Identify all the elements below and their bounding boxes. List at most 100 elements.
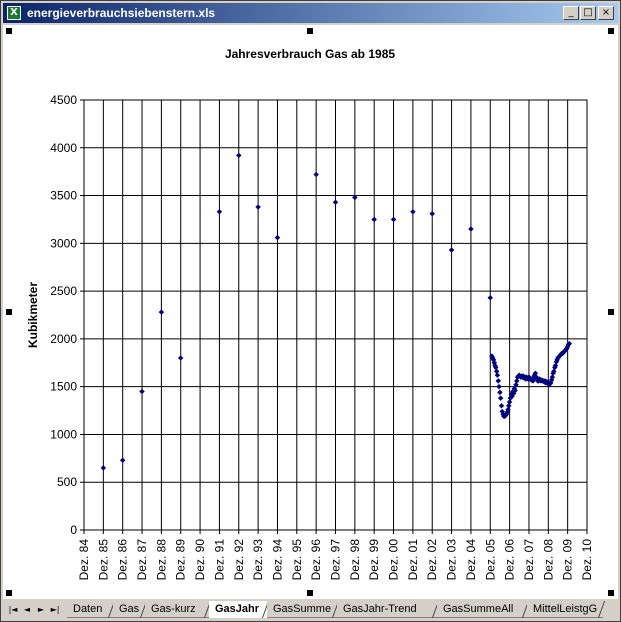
data-point[interactable] [390, 216, 397, 223]
first-sheet-button[interactable]: |◄ [8, 605, 18, 614]
data-point[interactable] [506, 403, 512, 409]
excel-icon[interactable]: X [7, 6, 21, 20]
y-tick-label: 3500 [50, 189, 77, 203]
y-tick-label: 3000 [50, 236, 77, 250]
sheet-tab-gas[interactable]: Gas [113, 601, 145, 618]
x-tick-label: Dez. 07 [522, 539, 536, 581]
x-tick-label: Dez. 96 [309, 539, 323, 581]
chart[interactable]: Jahresverbrauch Gas ab 1985 Kubikmeter 0… [3, 25, 618, 599]
maximize-button[interactable]: □ [580, 6, 596, 20]
data-point[interactable] [514, 378, 520, 384]
x-tick-label: Dez. 08 [541, 539, 555, 581]
chart-sheet[interactable]: Jahresverbrauch Gas ab 1985 Kubikmeter 0… [3, 25, 618, 599]
data-point[interactable] [513, 382, 519, 388]
data-point[interactable] [371, 216, 377, 223]
data-point[interactable] [496, 383, 502, 390]
sheet-tab-mittelleistgg[interactable]: MittelLeistgG [527, 601, 603, 618]
y-tick-label: 1500 [50, 380, 77, 394]
data-point[interactable] [177, 355, 184, 361]
data-point[interactable] [497, 389, 503, 396]
x-tick-label: Dez. 98 [348, 539, 362, 581]
data-point[interactable] [119, 457, 126, 463]
x-tick-label: Dez. 86 [116, 539, 130, 581]
sheet-tab-gas-kurz[interactable]: Gas-kurz [145, 601, 209, 618]
plot-area[interactable] [83, 99, 588, 531]
minimize-button[interactable]: _ [563, 6, 579, 20]
data-point[interactable] [429, 210, 435, 217]
x-tick-label: Dez. 99 [367, 539, 381, 581]
data-point[interactable] [139, 388, 145, 395]
data-point[interactable] [468, 226, 474, 232]
y-tick-label: 4500 [50, 93, 77, 107]
data-point[interactable] [100, 465, 107, 471]
title-bar[interactable]: X energieverbrauchsiebenstern.xls _ □ × [3, 3, 618, 23]
data-point[interactable] [552, 362, 559, 369]
sheet-tab-gassummeall[interactable]: GasSummeAll [437, 601, 527, 618]
x-tick-label: Dez. 91 [212, 539, 226, 581]
prev-sheet-button[interactable]: ◄ [23, 605, 31, 614]
y-tick-label: 1000 [50, 427, 77, 441]
y-tick-label: 4000 [50, 141, 77, 155]
data-point[interactable] [332, 199, 339, 205]
data-point[interactable] [512, 387, 518, 394]
sheet-tab-bar: |◄ ◄ ► ►| Daten Gas Gas-kurz GasJahr GasSumm… [3, 601, 618, 619]
data-point[interactable] [216, 209, 223, 215]
data-point[interactable] [505, 406, 511, 413]
data-point[interactable] [410, 209, 416, 215]
sheet-tab-daten[interactable]: Daten [67, 601, 113, 618]
selection-handle-left[interactable] [6, 309, 12, 315]
data-point[interactable] [494, 372, 501, 378]
selection-handle-bottom-right[interactable] [608, 590, 614, 596]
selection-handle-top-right[interactable] [608, 28, 614, 34]
data-point[interactable] [497, 395, 504, 401]
x-tick-label: Dez. 88 [154, 539, 168, 581]
selection-handle-top[interactable] [307, 28, 313, 34]
x-tick-label: Dez. 00 [387, 539, 401, 581]
data-point[interactable] [493, 368, 500, 375]
sheet-tab-gasjahr[interactable]: GasJahr [209, 601, 267, 618]
x-tick-label: Dez. 84 [77, 539, 91, 581]
x-tick-label: Dez. 93 [251, 539, 265, 581]
sheet-tab-gassumme[interactable]: GasSumme [267, 601, 337, 618]
last-sheet-button[interactable]: ►| [50, 605, 60, 614]
x-tick-label: Dez. 90 [193, 539, 207, 581]
y-tick-label: 0 [70, 523, 77, 537]
selection-handle-bottom[interactable] [307, 590, 313, 596]
selection-handle-right[interactable] [608, 309, 614, 315]
chart-title[interactable]: Jahresverbrauch Gas ab 1985 [225, 47, 395, 61]
data-point[interactable] [236, 152, 242, 159]
x-tick-label: Dez. 05 [483, 539, 497, 581]
x-tick-label: Dez. 09 [561, 539, 575, 581]
data-point[interactable] [313, 171, 319, 178]
data-point[interactable] [549, 374, 556, 380]
data-point[interactable] [255, 204, 261, 210]
y-tick-label: 2000 [50, 332, 77, 346]
data-point[interactable] [352, 194, 358, 201]
close-button[interactable]: × [598, 6, 614, 20]
data-point[interactable] [551, 368, 557, 375]
y-axis-label[interactable]: Kubikmeter [26, 282, 40, 348]
data-point[interactable] [566, 340, 573, 347]
data-point[interactable] [530, 378, 536, 384]
x-tick-label: Dez. 87 [135, 539, 149, 581]
data-point[interactable] [274, 234, 281, 241]
x-tick-label: Dez. 95 [290, 539, 304, 581]
x-tick-label: Dez. 85 [96, 539, 110, 581]
x-tick-label: Dez. 06 [503, 539, 517, 581]
selection-handle-bottom-left[interactable] [6, 590, 12, 596]
data-point[interactable] [547, 380, 554, 386]
sheet-tab-gasjahr-trend[interactable]: GasJahr-Trend [337, 601, 437, 618]
data-point[interactable] [448, 247, 455, 253]
x-tick-label: Dez. 02 [425, 539, 439, 581]
data-point[interactable] [487, 295, 494, 301]
data-point[interactable] [495, 378, 502, 384]
data-point[interactable] [158, 309, 165, 315]
data-point[interactable] [498, 403, 505, 409]
x-tick-label: Dez. 03 [445, 539, 459, 581]
data-point[interactable] [506, 399, 513, 405]
selection-handle-top-left[interactable] [6, 28, 12, 34]
next-sheet-button[interactable]: ► [37, 605, 45, 614]
x-tick-label: Dez. 10 [580, 539, 594, 581]
y-tick-label: 2500 [50, 284, 77, 298]
